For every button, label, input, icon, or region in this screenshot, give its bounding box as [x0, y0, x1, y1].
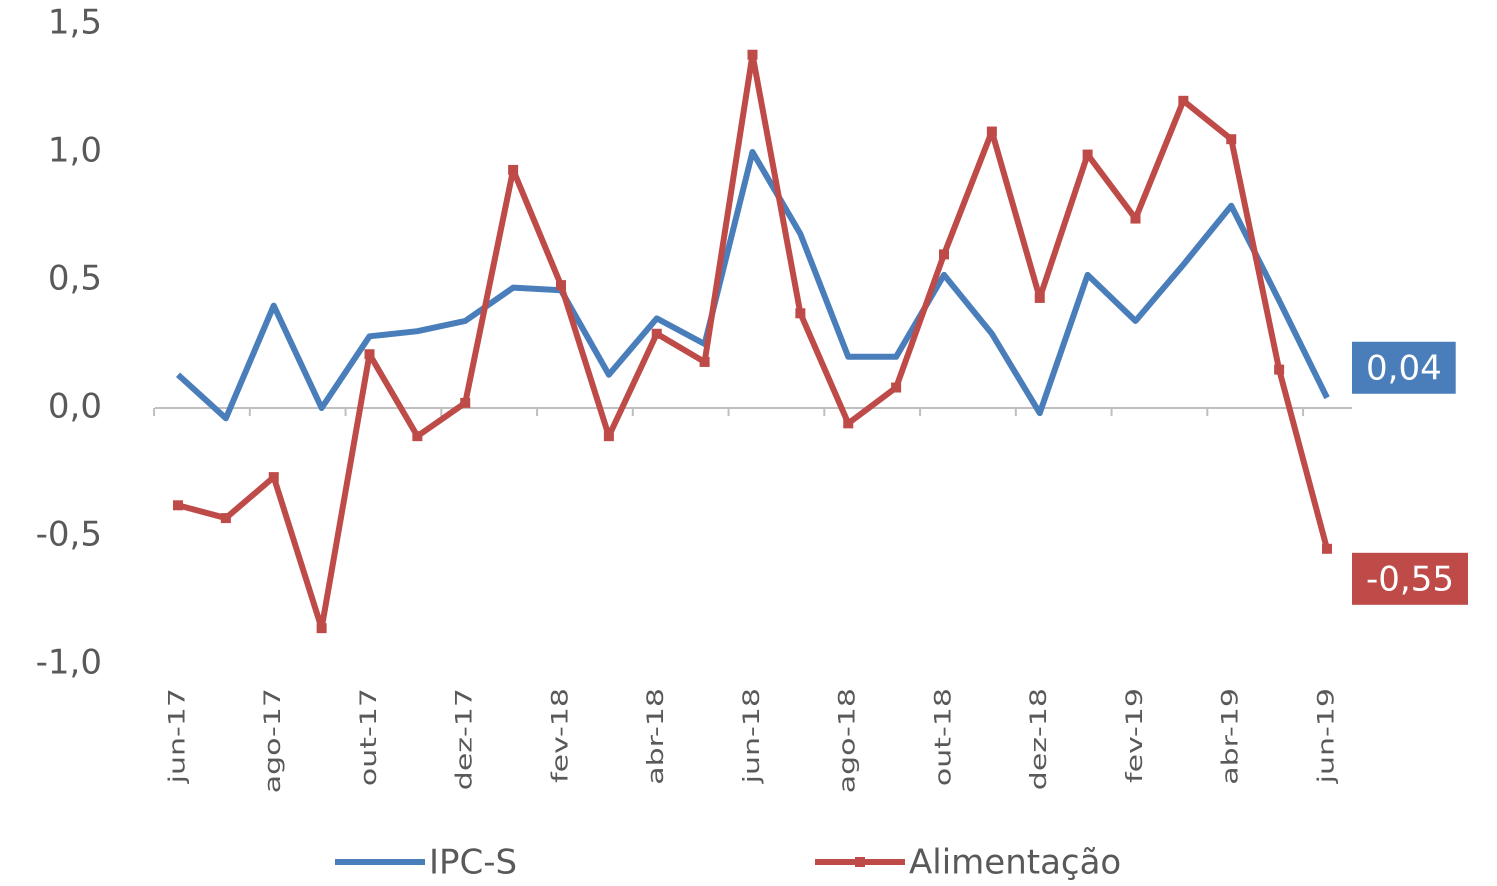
x-tick-label: out-18 — [930, 688, 956, 786]
y-tick-label: -0,5 — [36, 515, 102, 555]
value-label-box — [1352, 552, 1468, 605]
legend-marker — [855, 857, 865, 867]
x-tick-label: ago-18 — [834, 688, 860, 793]
point-marker — [364, 349, 375, 360]
point-marker — [747, 49, 758, 60]
point-marker — [939, 249, 949, 260]
value-label: -0,55 — [1366, 559, 1454, 599]
point-marker — [316, 623, 327, 634]
y-tick-label: 1,0 — [48, 131, 102, 171]
point-marker — [412, 431, 423, 442]
series-line — [177, 51, 1330, 632]
series-line — [175, 149, 1330, 422]
value-label-box — [1352, 341, 1456, 394]
x-tick-label: fev-18 — [547, 688, 573, 783]
point-marker — [1130, 213, 1141, 224]
point-marker — [1178, 95, 1189, 106]
point-marker — [603, 431, 614, 442]
x-tick-label: ago-17 — [260, 688, 286, 793]
point-marker — [173, 500, 183, 511]
legend-label: Alimentação — [909, 843, 1121, 883]
point-marker — [1226, 134, 1237, 145]
point-marker — [795, 308, 806, 319]
y-tick-label: 0,0 — [48, 387, 102, 427]
value-label: 0,04 — [1366, 348, 1442, 388]
x-tick-label: abr-18 — [643, 688, 669, 785]
y-tick-label: 1,5 — [48, 3, 102, 43]
point-marker — [556, 280, 566, 291]
point-marker — [986, 126, 997, 137]
x-tick-label: abr-19 — [1217, 688, 1243, 785]
point-marker — [1082, 149, 1093, 160]
point-marker — [891, 382, 902, 393]
point-marker — [1322, 543, 1332, 554]
x-tick-label: jun-19 — [1313, 688, 1339, 784]
x-tick-label: fev-19 — [1121, 688, 1147, 783]
point-marker — [508, 164, 519, 175]
point-marker — [460, 397, 471, 408]
y-tick-label: -1,0 — [36, 643, 102, 683]
y-tick-label: 0,5 — [48, 259, 102, 299]
legend-label: IPC-S — [429, 843, 517, 883]
x-tick-label: dez-17 — [451, 688, 477, 790]
point-marker — [699, 356, 710, 367]
point-marker — [1034, 292, 1045, 303]
x-tick-label: out-17 — [355, 688, 381, 786]
x-tick-label: jun-17 — [164, 688, 190, 784]
point-marker — [843, 418, 854, 429]
x-tick-label: dez-18 — [1026, 688, 1052, 790]
x-tick-label: jun-18 — [738, 688, 764, 784]
point-marker — [268, 472, 279, 483]
point-marker — [1274, 364, 1285, 375]
point-marker — [651, 328, 662, 339]
point-marker — [220, 513, 231, 524]
